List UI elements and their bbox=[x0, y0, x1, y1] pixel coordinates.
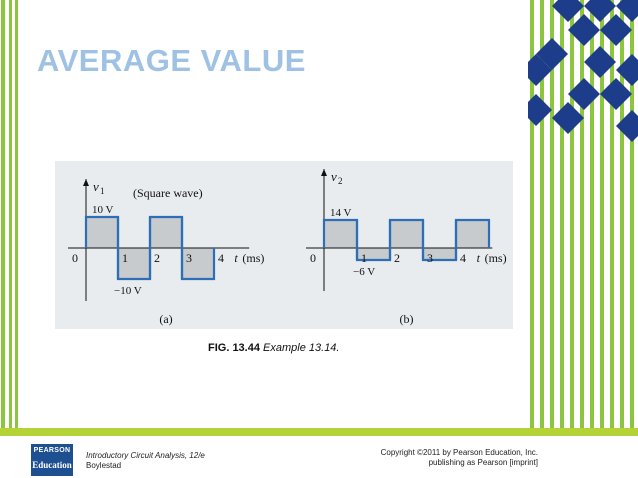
fig-a-tick-label-3: 3 bbox=[186, 251, 192, 265]
fig-b-t-unit: (ms) bbox=[485, 251, 507, 265]
fig-a-part-label: (a) bbox=[159, 312, 172, 326]
fig-a-v-subscript: 1 bbox=[100, 186, 105, 196]
left-stripe-decoration bbox=[0, 0, 20, 430]
fig-b-pos-level-label: 14 V bbox=[330, 207, 352, 219]
fig-a-pos-level-label: 10 V bbox=[92, 204, 114, 216]
fig-a-v-label: v bbox=[93, 179, 99, 194]
fig-a-v-arrow bbox=[83, 179, 89, 186]
book-title: Introductory Circuit Analysis, 12/e bbox=[86, 451, 205, 460]
fig-b-pulse-fill bbox=[390, 220, 423, 248]
fig-a-note: (Square wave) bbox=[133, 186, 203, 200]
right-corner-decoration bbox=[528, 0, 638, 430]
fig-b-pulse-fill bbox=[324, 220, 357, 248]
fig-a-pulse-fill bbox=[150, 217, 182, 248]
fig-a-tick-label-2: 2 bbox=[154, 251, 160, 265]
fig-b-neg-level-label: −6 V bbox=[353, 266, 375, 278]
figure-caption: FIG. 13.44 Example 13.14. bbox=[208, 342, 339, 354]
fig-b-pulse-fill bbox=[357, 248, 390, 260]
fig-a-tick-label-1: 1 bbox=[122, 251, 128, 265]
fig-a-pulse-fill bbox=[118, 248, 150, 279]
fig-b-tick-label-3: 3 bbox=[427, 251, 433, 265]
fig-a-neg-level-label: −10 V bbox=[114, 285, 142, 297]
fig-b-pulse-fill bbox=[456, 220, 489, 248]
fig-a-t-label: t bbox=[234, 251, 238, 265]
fig-b-tick-label-0: 0 bbox=[310, 251, 316, 265]
fig-a-t-unit: (ms) bbox=[242, 251, 264, 265]
slide-title: AVERAGE VALUE bbox=[37, 43, 306, 78]
fig-b-tick-label-4: 4 bbox=[460, 251, 466, 265]
fig-b-t-label: t bbox=[477, 251, 481, 265]
fig-b-v-label: v bbox=[331, 169, 337, 184]
fig-b-tick-label-2: 2 bbox=[394, 251, 400, 265]
fig-b-tick-label-1: 1 bbox=[361, 251, 367, 265]
fig-a-tick-label-0: 0 bbox=[72, 251, 78, 265]
fig-a-pulse-fill bbox=[182, 248, 214, 279]
copyright-line-2: publishing as Pearson [imprint] bbox=[428, 458, 538, 467]
footer-bar bbox=[0, 428, 638, 436]
logo-line-1: PEARSON bbox=[33, 447, 71, 454]
pearson-logo: PEARSON Education bbox=[30, 443, 74, 477]
logo-line-2: Education bbox=[32, 460, 72, 470]
book-info: Introductory Circuit Analysis, 12/e Boyl… bbox=[86, 451, 205, 471]
fig-b-pulse-fill bbox=[423, 248, 456, 260]
fig-a-pulse-fill bbox=[86, 217, 118, 248]
caption-number: FIG. 13.44 bbox=[208, 342, 260, 354]
copyright-line-1: Copyright ©2011 by Pearson Education, In… bbox=[380, 448, 538, 457]
fig-b-waveform bbox=[322, 218, 491, 262]
book-author: Boylestad bbox=[86, 461, 122, 470]
fig-b-part-label: (b) bbox=[400, 312, 414, 326]
fig-b-v-subscript: 2 bbox=[338, 176, 343, 186]
fig-b-v-arrow bbox=[321, 169, 327, 176]
copyright-notice: Copyright ©2011 by Pearson Education, In… bbox=[381, 448, 538, 468]
fig-a-tick-label-4: 4 bbox=[218, 251, 224, 265]
caption-text: Example 13.14. bbox=[263, 342, 340, 354]
